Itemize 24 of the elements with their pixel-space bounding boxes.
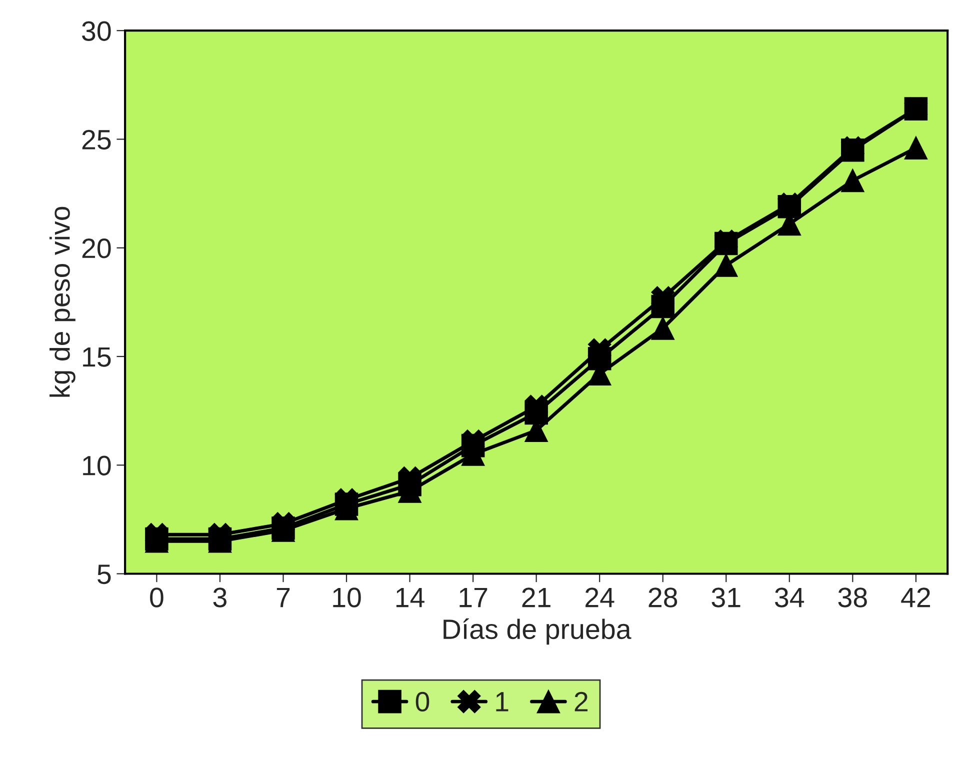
y-tick-label: 10 xyxy=(83,456,111,476)
x-tick-label: 24 xyxy=(586,588,614,608)
x-tick-label: 10 xyxy=(333,588,361,608)
y-tick-label: 25 xyxy=(82,130,111,150)
x-tick-label: 38 xyxy=(838,588,867,608)
legend-label: 1 xyxy=(496,692,508,712)
x-tick-label: 28 xyxy=(648,588,678,608)
x-axis-title: Días de prueba xyxy=(444,618,632,645)
x-tick-label: 14 xyxy=(396,588,424,608)
x-tick-label: 3 xyxy=(213,588,226,608)
x-tick-label: 21 xyxy=(522,588,550,608)
y-axis-title: kg de peso vivo xyxy=(50,206,76,397)
y-tick-label: 15 xyxy=(83,347,111,367)
legend-label: 0 xyxy=(416,692,430,712)
legend-label: 2 xyxy=(574,692,588,712)
x-tick-label: 17 xyxy=(460,588,488,608)
y-tick-label: 30 xyxy=(82,21,111,41)
x-tick-label: 42 xyxy=(901,588,930,608)
y-tick-label: 20 xyxy=(82,238,111,258)
y-tick-label: 5 xyxy=(98,564,111,584)
x-tick-label: 34 xyxy=(775,588,804,608)
x-tick-label: 7 xyxy=(276,588,290,608)
x-tick-label: 0 xyxy=(150,588,164,608)
x-tick-label: 31 xyxy=(712,588,740,608)
